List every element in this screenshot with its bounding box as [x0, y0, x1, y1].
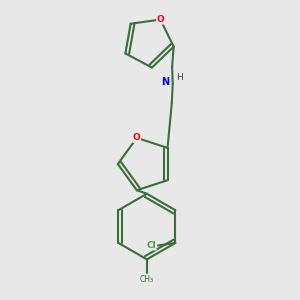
Text: O: O	[157, 15, 164, 24]
Text: O: O	[133, 134, 141, 142]
Text: Cl: Cl	[146, 241, 156, 250]
Text: N: N	[161, 76, 169, 87]
Text: H: H	[176, 73, 183, 82]
Text: CH₃: CH₃	[140, 275, 154, 284]
